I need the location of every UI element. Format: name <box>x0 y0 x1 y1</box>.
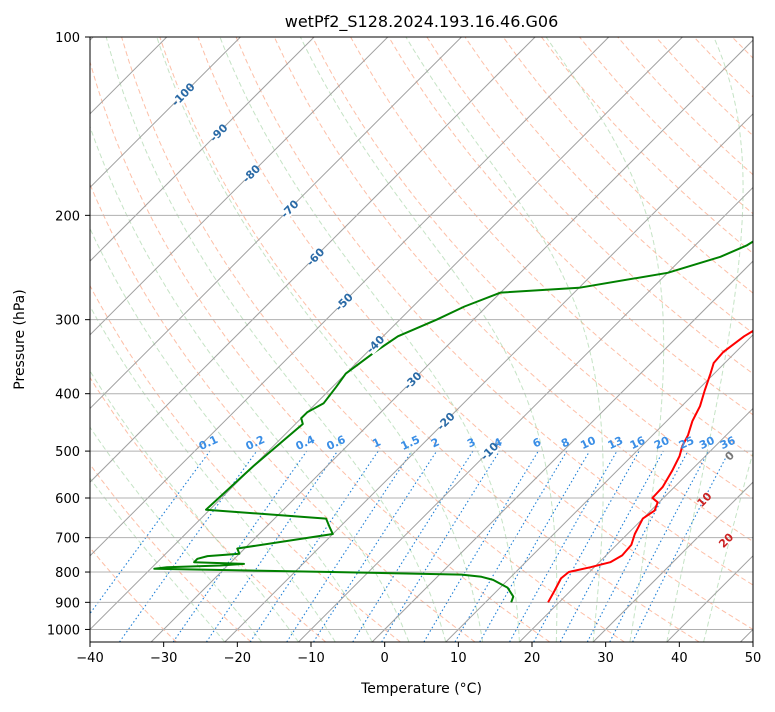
moist-adiabat-label: 10 <box>695 490 715 510</box>
moist-adiabat <box>546 37 664 642</box>
dry-adiabat <box>274 37 775 642</box>
mixing-ratio-label: 0.2 <box>244 433 267 453</box>
mixing-ratio-line <box>287 451 412 642</box>
x-tick-label: −40 <box>76 651 103 666</box>
mixing-ratio-label: 10 <box>578 434 598 452</box>
plot-frame <box>90 37 753 642</box>
isotherm-line <box>0 37 240 642</box>
mixing-ratio-line <box>206 451 337 642</box>
dry-adiabat <box>0 37 251 642</box>
x-tick-label: 10 <box>450 651 467 666</box>
y-axis-label: Pressure (hPa) <box>12 289 28 389</box>
moist-adiabat-label: 30 <box>765 559 775 579</box>
x-tick-label: −20 <box>224 651 251 666</box>
x-tick-label: 20 <box>524 651 541 666</box>
mixing-ratio-label: 16 <box>628 434 648 452</box>
mixing-ratio-label: 1 <box>370 435 382 450</box>
mixing-ratio-line <box>314 451 437 642</box>
mixing-ratio-line <box>587 451 688 642</box>
mixing-ratio-line <box>424 451 538 642</box>
y-tick-label: 300 <box>55 314 80 329</box>
moist-adiabat <box>667 37 743 642</box>
y-tick-label: 1000 <box>47 623 80 638</box>
moist-adiabat <box>406 37 603 642</box>
x-tick-label: 40 <box>671 651 688 666</box>
isotherm-line <box>519 37 775 642</box>
dry-adiabat <box>160 37 699 642</box>
isotherm-line <box>740 37 775 642</box>
dry-adiabat <box>351 37 775 642</box>
dry-adiabat <box>0 37 326 642</box>
y-tick-label: 800 <box>55 566 80 581</box>
x-axis-label: Temperature (°C) <box>360 681 482 697</box>
y-tick-label: 500 <box>55 445 80 460</box>
dry-adiabat <box>770 37 775 642</box>
x-tick-label: −10 <box>297 651 324 666</box>
isotherm-line <box>0 37 388 642</box>
y-axis: 100 200 300 400 500 600 700 800 900 1000 <box>47 31 90 638</box>
dry-adiabat <box>656 37 775 642</box>
moist-adiabat <box>157 37 483 642</box>
isotherm-line <box>151 37 756 642</box>
moist-adiabat <box>65 37 409 642</box>
mixing-ratio-label: 13 <box>606 434 625 452</box>
y-tick-label: 900 <box>55 596 80 611</box>
dry-adiabat <box>694 37 775 642</box>
dry-adiabat <box>198 37 774 642</box>
x-tick-label: 30 <box>597 651 614 666</box>
y-tick-label: 600 <box>55 492 80 507</box>
isotherm-line <box>372 37 775 642</box>
moist-adiabat-label: 20 <box>716 530 736 550</box>
isotherm-line <box>667 37 775 642</box>
isotherm-line <box>0 37 314 642</box>
y-tick-label: 700 <box>55 532 80 547</box>
mixing-ratio-line <box>560 451 663 642</box>
isotherm-line <box>225 37 775 642</box>
mixing-ratio-line <box>455 451 567 642</box>
dry-adiabat <box>618 37 775 642</box>
mixing-ratio-label: 30 <box>697 434 717 452</box>
x-tick-label: 0 <box>381 651 389 666</box>
x-axis: −40 −30 −20 −10 0 10 20 30 40 50 <box>76 642 761 666</box>
mixing-ratio-label: 1.5 <box>399 433 422 453</box>
mixing-ratio-line <box>534 451 639 642</box>
mixing-ratio-line <box>610 451 709 642</box>
y-tick-label: 400 <box>55 388 80 403</box>
background-reference-lines <box>0 37 775 642</box>
x-tick-label: 50 <box>745 651 762 666</box>
isotherm-line <box>4 37 609 642</box>
mixing-ratio-label: 0.1 <box>197 433 220 453</box>
dry-adiabat <box>236 37 775 642</box>
y-tick-label: 200 <box>55 209 80 224</box>
dry-adiabat <box>389 37 775 642</box>
mixing-ratio-label: 20 <box>652 434 672 452</box>
mixing-ratio-label: 0.4 <box>294 433 317 453</box>
y-tick-label: 100 <box>55 31 80 46</box>
dry-adiabat <box>503 37 775 642</box>
moist-adiabat <box>220 37 520 642</box>
chart-title: wetPf2_S128.2024.193.16.46.G06 <box>285 12 559 32</box>
mixing-ratio-label: 25 <box>677 434 696 452</box>
dry-adiabat <box>7 37 400 642</box>
moist-adiabat <box>0 37 225 642</box>
x-tick-label: −30 <box>150 651 177 666</box>
